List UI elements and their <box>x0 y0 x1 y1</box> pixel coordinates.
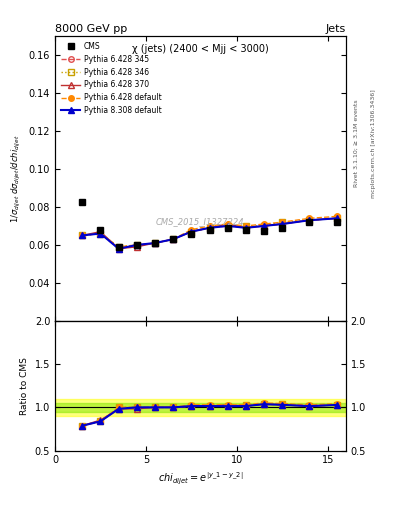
Text: mcplots.cern.ch [arXiv:1306.3436]: mcplots.cern.ch [arXiv:1306.3436] <box>371 89 376 198</box>
Bar <box>55 403 346 412</box>
Legend: CMS, Pythia 6.428 345, Pythia 6.428 346, Pythia 6.428 370, Pythia 6.428 default,: CMS, Pythia 6.428 345, Pythia 6.428 346,… <box>59 39 164 117</box>
Y-axis label: $1/\sigma_{dijet}\ d\sigma_{dijet}/dchi_{dijet}$: $1/\sigma_{dijet}\ d\sigma_{dijet}/dchi_… <box>10 134 23 223</box>
X-axis label: $chi_{dijet} = e^{|y\_1-y\_2|}$: $chi_{dijet} = e^{|y\_1-y\_2|}$ <box>158 471 243 487</box>
Text: χ (jets) (2400 < Mjj < 3000): χ (jets) (2400 < Mjj < 3000) <box>132 45 269 54</box>
Text: Rivet 3.1.10; ≥ 3.1M events: Rivet 3.1.10; ≥ 3.1M events <box>354 99 359 187</box>
Text: CMS_2015_I1327224: CMS_2015_I1327224 <box>156 217 245 226</box>
Y-axis label: Ratio to CMS: Ratio to CMS <box>20 357 29 415</box>
Text: Jets: Jets <box>325 24 346 34</box>
Bar <box>55 399 346 416</box>
Text: 8000 GeV pp: 8000 GeV pp <box>55 24 127 34</box>
